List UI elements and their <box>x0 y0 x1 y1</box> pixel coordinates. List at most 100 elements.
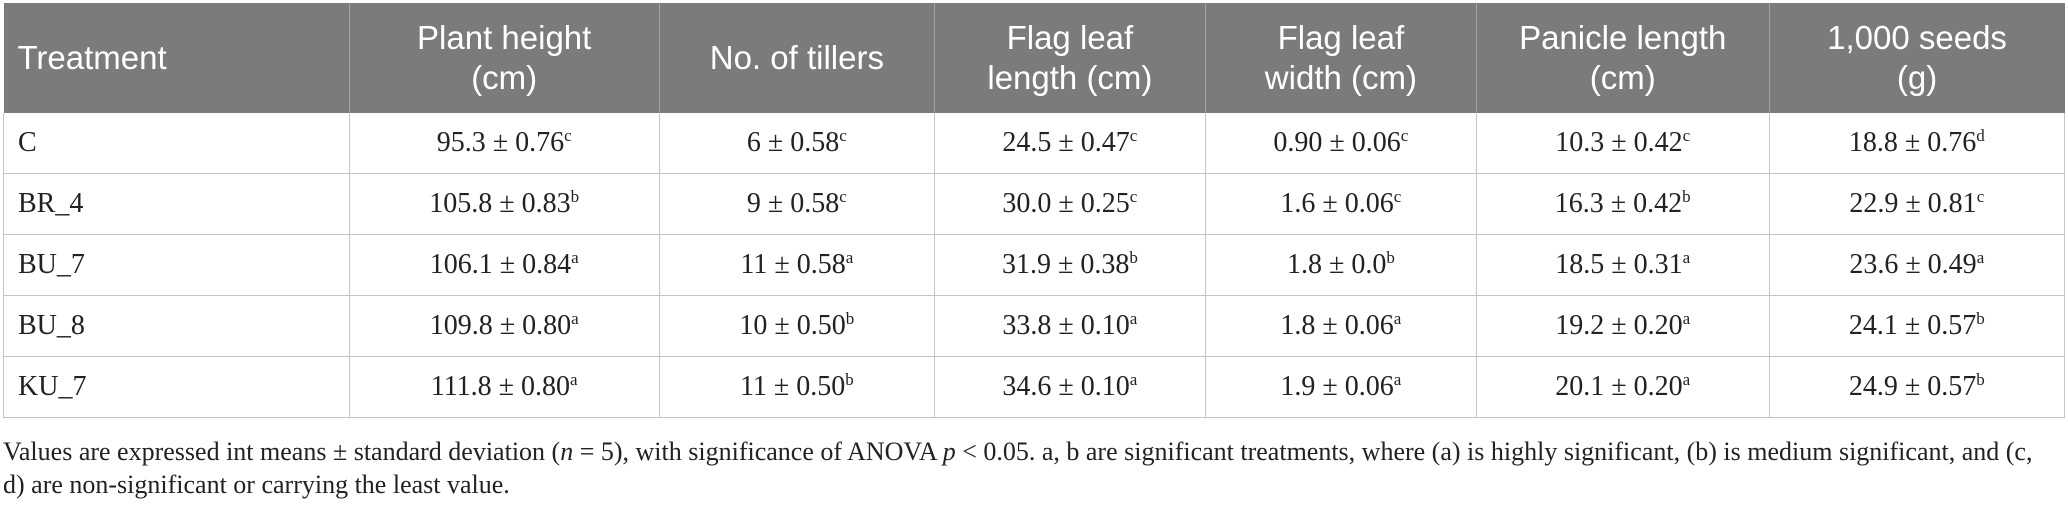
value-cell: 0.90 ± 0.06c <box>1205 113 1477 174</box>
significance-letter: b <box>1976 370 1985 389</box>
significance-letter: b <box>570 187 580 206</box>
value-cell: 6 ± 0.58c <box>659 113 935 174</box>
value-cell: 11 ± 0.58a <box>659 234 935 296</box>
mean-sd-value: 1.8 ± 0.0 <box>1286 249 1387 280</box>
value-cell: 30.0 ± 0.25c <box>934 173 1206 235</box>
mean-sd-value: 1.6 ± 0.06 <box>1280 188 1394 219</box>
significance-letter: c <box>1129 126 1138 145</box>
significance-letter: a <box>1393 370 1402 389</box>
mean-sd-value: 20.1 ± 0.20 <box>1555 371 1683 402</box>
value-cell: 33.8 ± 0.10a <box>934 295 1206 357</box>
significance-letter: c <box>1682 126 1691 145</box>
mean-sd-value: 0.90 ± 0.06 <box>1273 127 1401 158</box>
significance-letter: b <box>845 370 854 389</box>
significance-letter: c <box>1129 187 1138 206</box>
mean-sd-value: 10 ± 0.50 <box>739 310 846 341</box>
significance-letter: a <box>1682 309 1691 328</box>
value-cell: 111.8 ± 0.80a <box>349 356 660 418</box>
value-cell: 11 ± 0.50b <box>659 356 935 418</box>
column-header-line: 1,000 seeds <box>1827 19 2007 56</box>
table-row: BR_4 105.8 ± 0.83b 9 ± 0.58c 30.0 ± 0.25c 1.… <box>3 173 2066 235</box>
significance-letter: d <box>1976 126 1985 145</box>
value-cell: 23.6 ± 0.49a <box>1769 234 2066 296</box>
table-row: BU_8 109.8 ± 0.80a 10 ± 0.50b 33.8 ± 0.10a 1… <box>3 295 2066 357</box>
mean-sd-value: 24.5 ± 0.47 <box>1002 127 1130 158</box>
mean-sd-value: 30.0 ± 0.25 <box>1002 188 1130 219</box>
treatment-label: BU_8 <box>18 310 85 341</box>
significance-letter: c <box>1976 187 1985 206</box>
value-cell: 34.6 ± 0.10a <box>934 356 1206 418</box>
treatment-label: BR_4 <box>18 188 84 219</box>
mean-sd-value: 6 ± 0.58 <box>746 127 840 158</box>
value-cell: 109.8 ± 0.80a <box>349 295 660 357</box>
mean-sd-value: 9 ± 0.58 <box>746 188 840 219</box>
mean-sd-value: 33.8 ± 0.10 <box>1002 310 1130 341</box>
data-table: Treatment Plant height (cm) No. of tillers F… <box>3 3 2066 418</box>
significance-letter: c <box>564 126 572 145</box>
mean-sd-value: 1.9 ± 0.06 <box>1280 371 1394 402</box>
treatment-label: KU_7 <box>18 371 87 402</box>
column-header-line: width (cm) <box>1264 59 1417 96</box>
value-cell: 24.5 ± 0.47c <box>934 113 1206 174</box>
footnote-text-2: = 5), with significance of ANOVA <box>573 437 943 466</box>
significance-letter: c <box>839 187 847 206</box>
significance-letter: a <box>571 309 579 328</box>
footnote-p-symbol: p <box>942 437 956 466</box>
mean-sd-value: 1.8 ± 0.06 <box>1280 310 1394 341</box>
value-cell: 22.9 ± 0.81c <box>1769 173 2066 235</box>
significance-letter: a <box>1129 309 1138 328</box>
column-header-line: length (cm) <box>987 59 1153 96</box>
mean-sd-value: 95.3 ± 0.76 <box>436 127 565 158</box>
value-cell: 20.1 ± 0.20a <box>1476 356 1770 418</box>
column-header-line: Plant height <box>417 19 592 56</box>
column-header-line: Flag leaf <box>1277 19 1405 56</box>
column-header: Flag leaf width (cm) <box>1205 3 1477 113</box>
table-row: KU_7 111.8 ± 0.80a 11 ± 0.50b 34.6 ± 0.10a 1… <box>3 356 2066 418</box>
table-body: C 95.3 ± 0.76c 6 ± 0.58c 24.5 ± 0.47c 0.90 ±… <box>3 113 2066 418</box>
footnote-text-3: < 0.05. a, b are significant treatments,… <box>3 437 2033 499</box>
value-cell: 106.1 ± 0.84a <box>349 234 660 296</box>
value-cell: 10 ± 0.50b <box>659 295 935 357</box>
value-cell: 24.1 ± 0.57b <box>1769 295 2066 357</box>
value-cell: 10.3 ± 0.42c <box>1476 113 1770 174</box>
significance-letter: a <box>1682 248 1691 267</box>
value-cell: 18.8 ± 0.76d <box>1769 113 2066 174</box>
mean-sd-value: 22.9 ± 0.81 <box>1849 188 1977 219</box>
table-row: BU_7 106.1 ± 0.84a 11 ± 0.58a 31.9 ± 0.38b 1… <box>3 234 2066 296</box>
column-header: No. of tillers <box>659 3 935 113</box>
significance-letter: a <box>571 248 579 267</box>
column-header: 1,000 seeds (g) <box>1769 3 2065 113</box>
value-cell: 16.3 ± 0.42b <box>1476 173 1770 235</box>
mean-sd-value: 16.3 ± 0.42 <box>1554 188 1683 219</box>
mean-sd-value: 11 ± 0.58 <box>740 249 846 280</box>
column-header-line: No. of tillers <box>709 39 884 76</box>
significance-letter: c <box>1400 126 1409 145</box>
table-row: C 95.3 ± 0.76c 6 ± 0.58c 24.5 ± 0.47c 0.90 ±… <box>3 113 2066 174</box>
significance-letter: b <box>1386 248 1395 267</box>
significance-letter: a <box>845 248 854 267</box>
treatment-label: BU_7 <box>18 249 85 280</box>
value-cell: 1.8 ± 0.0b <box>1205 234 1477 296</box>
treatment-cell: BR_4 <box>3 173 350 235</box>
mean-sd-value: 24.9 ± 0.57 <box>1848 371 1977 402</box>
column-header-line: (cm) <box>1589 59 1656 96</box>
value-cell: 105.8 ± 0.83b <box>349 173 660 235</box>
value-cell: 1.8 ± 0.06a <box>1205 295 1477 357</box>
value-cell: 18.5 ± 0.31a <box>1476 234 1770 296</box>
significance-letter: b <box>1682 187 1691 206</box>
significance-letter: a <box>1976 248 1985 267</box>
header-row: Treatment Plant height (cm) No. of tillers F… <box>3 3 2065 113</box>
value-cell: 1.9 ± 0.06a <box>1205 356 1477 418</box>
mean-sd-value: 10.3 ± 0.42 <box>1555 127 1683 158</box>
significance-letter: b <box>1129 248 1138 267</box>
treatment-cell: C <box>3 113 350 174</box>
mean-sd-value: 34.6 ± 0.10 <box>1002 371 1130 402</box>
mean-sd-value: 18.8 ± 0.76 <box>1848 127 1977 158</box>
value-cell: 9 ± 0.58c <box>659 173 935 235</box>
value-cell: 95.3 ± 0.76c <box>349 113 660 174</box>
treatment-label: C <box>18 127 37 158</box>
treatment-cell: BU_7 <box>3 234 350 296</box>
significance-letter: b <box>845 309 855 328</box>
significance-letter: a <box>1129 370 1138 389</box>
mean-sd-value: 23.6 ± 0.49 <box>1849 249 1977 280</box>
